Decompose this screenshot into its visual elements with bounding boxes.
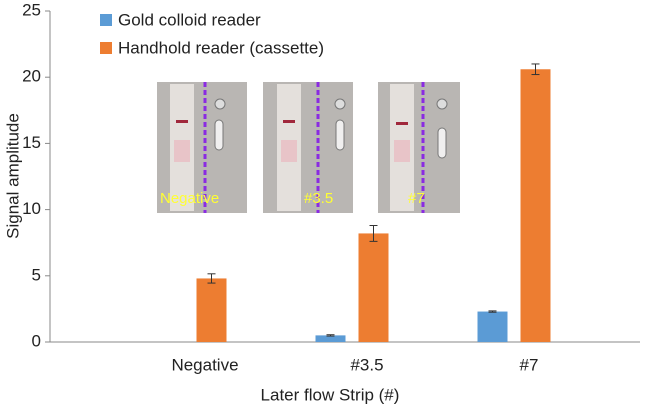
legend-swatch	[100, 14, 112, 26]
y-tick-label: 5	[32, 265, 41, 284]
x-axis-label: Later flow Strip (#)	[261, 385, 400, 404]
error-bar	[326, 334, 335, 337]
y-tick-label: 10	[22, 199, 41, 218]
y-tick-label: 0	[32, 331, 41, 350]
error-bar	[207, 273, 216, 284]
photo-label: #3.5	[304, 190, 333, 207]
y-tick-label: 25	[22, 0, 41, 19]
photo-label: Negative	[160, 190, 219, 207]
y-tick-label: 20	[22, 67, 41, 86]
error-bar	[531, 63, 540, 76]
y-tick-label: 15	[22, 133, 41, 152]
bar	[358, 233, 389, 342]
photo: #7	[378, 82, 460, 213]
x-tick-label: #7	[520, 355, 539, 374]
photos: Negative #3.5 #7	[157, 82, 460, 213]
legend-swatch	[100, 42, 112, 54]
bar	[315, 335, 346, 342]
error-bar	[488, 310, 497, 313]
photo-label: #7	[408, 190, 425, 207]
bar	[520, 69, 551, 343]
bar	[196, 278, 227, 342]
photo: #3.5	[263, 82, 353, 213]
x-tick-label: #3.5	[350, 355, 383, 374]
y-axis-label: Signal amplitude	[3, 113, 22, 239]
legend-label: Gold colloid reader	[118, 10, 261, 29]
photo: Negative	[157, 82, 247, 213]
bar	[477, 311, 508, 342]
x-tick-label: Negative	[171, 355, 238, 374]
error-bar	[369, 224, 378, 242]
legend-label: Handhold reader (cassette)	[118, 38, 324, 57]
